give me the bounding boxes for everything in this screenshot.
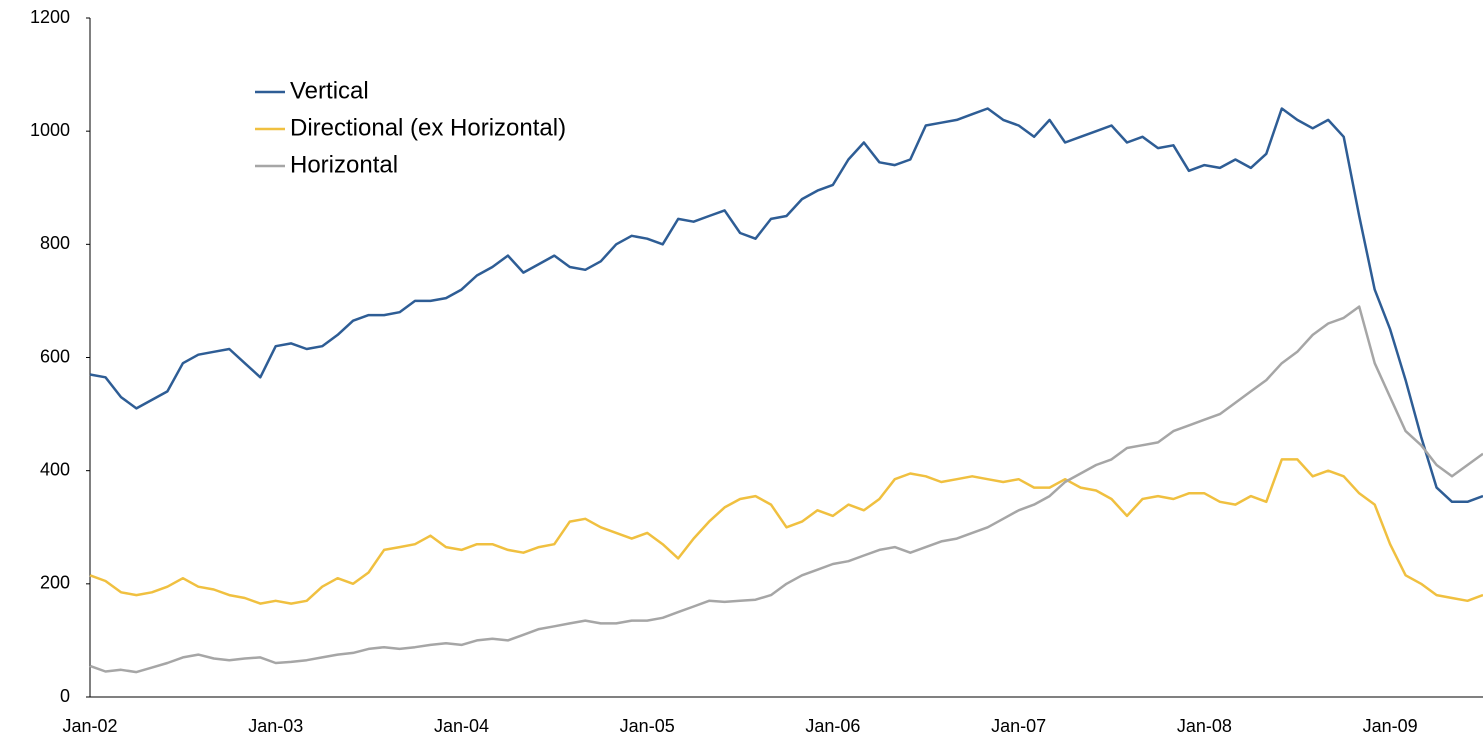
x-tick-label: Jan-02 bbox=[62, 716, 117, 736]
y-tick-label: 1000 bbox=[30, 120, 70, 140]
x-tick-label: Jan-09 bbox=[1363, 716, 1418, 736]
series-line bbox=[89, 305, 1483, 674]
y-tick-label: 400 bbox=[40, 459, 70, 479]
legend-label: Directional (ex Horizontal) bbox=[290, 114, 566, 141]
x-tick-label: Jan-04 bbox=[434, 716, 489, 736]
legend-label: Horizontal bbox=[290, 151, 398, 178]
y-tick-label: 1200 bbox=[30, 7, 70, 27]
y-tick-label: 0 bbox=[60, 686, 70, 706]
x-tick-label: Jan-03 bbox=[248, 716, 303, 736]
y-tick-label: 200 bbox=[40, 573, 70, 593]
series-line bbox=[89, 458, 1483, 605]
y-tick-label: 800 bbox=[40, 233, 70, 253]
x-tick-label: Jan-08 bbox=[1177, 716, 1232, 736]
x-tick-label: Jan-05 bbox=[620, 716, 675, 736]
x-tick-label: Jan-06 bbox=[805, 716, 860, 736]
series-line bbox=[89, 107, 1483, 504]
y-tick-label: 600 bbox=[40, 346, 70, 366]
x-tick-label: Jan-07 bbox=[991, 716, 1046, 736]
legend-label: Vertical bbox=[290, 77, 369, 104]
